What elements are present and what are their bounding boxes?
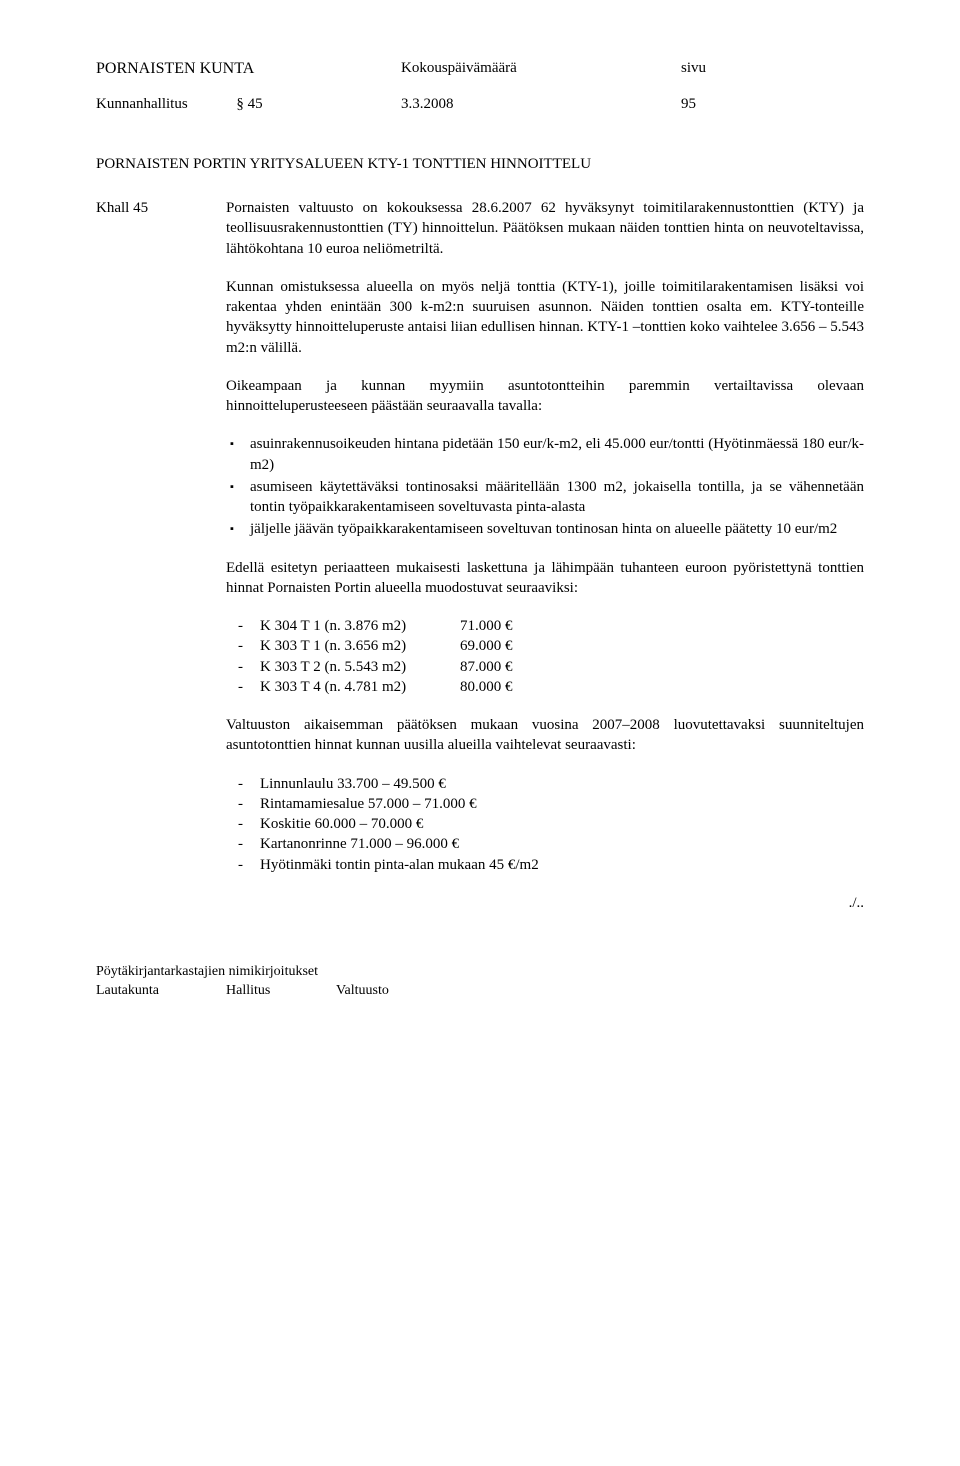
- dash-icon: -: [238, 855, 260, 875]
- plot-label: K 303 T 2 (n. 5.543 m2): [260, 657, 460, 677]
- header-mid: Kokouspäivämäärä: [401, 58, 681, 80]
- area-text: Kartanonrinne 71.000 – 96.000 €: [260, 834, 459, 854]
- area-row: - Linnunlaulu 33.700 – 49.500 €: [238, 774, 864, 794]
- area-text: Linnunlaulu 33.700 – 49.500 €: [260, 774, 446, 794]
- plot-row: - K 303 T 4 (n. 4.781 m2) 80.000 €: [238, 677, 864, 697]
- footer: Pöytäkirjantarkastajien nimikirjoitukset…: [96, 963, 864, 1001]
- dash-icon: -: [238, 814, 260, 834]
- paragraph-3: Oikeampaan ja kunnan myymiin asuntotontt…: [226, 376, 864, 417]
- dash-icon: -: [238, 794, 260, 814]
- content-row: Khall 45 Pornaisten valtuusto on kokouks…: [96, 198, 864, 913]
- footer-line1: Pöytäkirjantarkastajien nimikirjoitukset: [96, 963, 864, 982]
- paragraph-2: Kunnan omistuksessa alueella on myös nel…: [226, 277, 864, 358]
- dash-icon: -: [238, 657, 260, 677]
- footer-col3: Valtuusto: [336, 982, 389, 1001]
- sub-header-row: Kunnanhallitus § 45 3.3.2008 95: [96, 94, 864, 114]
- header-right: sivu: [681, 58, 781, 80]
- area-price-list: - Linnunlaulu 33.700 – 49.500 € - Rintam…: [226, 774, 864, 875]
- dash-icon: -: [238, 834, 260, 854]
- org-name: PORNAISTEN KUNTA: [96, 58, 401, 80]
- plot-price: 71.000 €: [460, 616, 513, 636]
- plot-label: K 304 T 1 (n. 3.876 m2): [260, 616, 460, 636]
- plot-row: - K 304 T 1 (n. 3.876 m2) 71.000 €: [238, 616, 864, 636]
- bullet-item: jäljelle jäävän työpaikkarakentamiseen s…: [250, 519, 864, 539]
- plot-label: K 303 T 1 (n. 3.656 m2): [260, 636, 460, 656]
- plot-price: 87.000 €: [460, 657, 513, 677]
- document-title: PORNAISTEN PORTIN YRITYSALUEEN KTY-1 TON…: [96, 154, 864, 174]
- paragraph-4: Edellä esitetyn periaatteen mukaisesti l…: [226, 558, 864, 599]
- plot-price: 80.000 €: [460, 677, 513, 697]
- area-row: - Hyötinmäki tontin pinta-alan mukaan 45…: [238, 855, 864, 875]
- footer-col2: Hallitus: [226, 982, 336, 1001]
- plot-row: - K 303 T 2 (n. 5.543 m2) 87.000 €: [238, 657, 864, 677]
- dash-icon: -: [238, 616, 260, 636]
- bullet-list: asuinrakennusoikeuden hintana pidetään 1…: [226, 434, 864, 539]
- dash-icon: -: [238, 677, 260, 697]
- footer-row2: Lautakunta Hallitus Valtuusto: [96, 982, 864, 1001]
- continuation-mark: ./..: [226, 893, 864, 913]
- area-row: - Koskitie 60.000 – 70.000 €: [238, 814, 864, 834]
- dash-icon: -: [238, 636, 260, 656]
- section-number: § 45: [236, 96, 262, 112]
- bullet-item: asuinrakennusoikeuden hintana pidetään 1…: [250, 434, 864, 475]
- plot-price: 69.000 €: [460, 636, 513, 656]
- header-row: PORNAISTEN KUNTA Kokouspäivämäärä sivu: [96, 58, 864, 80]
- plot-row: - K 303 T 1 (n. 3.656 m2) 69.000 €: [238, 636, 864, 656]
- page-number: 95: [681, 94, 781, 114]
- bullet-item: asumiseen käytettäväksi tontinosaksi mää…: [250, 477, 864, 518]
- area-text: Hyötinmäki tontin pinta-alan mukaan 45 €…: [260, 855, 539, 875]
- body-label: Kunnanhallitus: [96, 96, 188, 112]
- body-column: Pornaisten valtuusto on kokouksessa 28.6…: [226, 198, 864, 913]
- area-text: Rintamamiesalue 57.000 – 71.000 €: [260, 794, 477, 814]
- plot-label: K 303 T 4 (n. 4.781 m2): [260, 677, 460, 697]
- area-row: - Kartanonrinne 71.000 – 96.000 €: [238, 834, 864, 854]
- left-label: Khall 45: [96, 198, 226, 913]
- plot-price-list: - K 304 T 1 (n. 3.876 m2) 71.000 € - K 3…: [226, 616, 864, 697]
- footer-col1: Lautakunta: [96, 982, 226, 1001]
- paragraph-1: Pornaisten valtuusto on kokouksessa 28.6…: [226, 198, 864, 259]
- area-text: Koskitie 60.000 – 70.000 €: [260, 814, 423, 834]
- meeting-date: 3.3.2008: [401, 94, 681, 114]
- dash-icon: -: [238, 774, 260, 794]
- paragraph-5: Valtuuston aikaisemman päätöksen mukaan …: [226, 715, 864, 756]
- body-name: Kunnanhallitus § 45: [96, 94, 401, 114]
- area-row: - Rintamamiesalue 57.000 – 71.000 €: [238, 794, 864, 814]
